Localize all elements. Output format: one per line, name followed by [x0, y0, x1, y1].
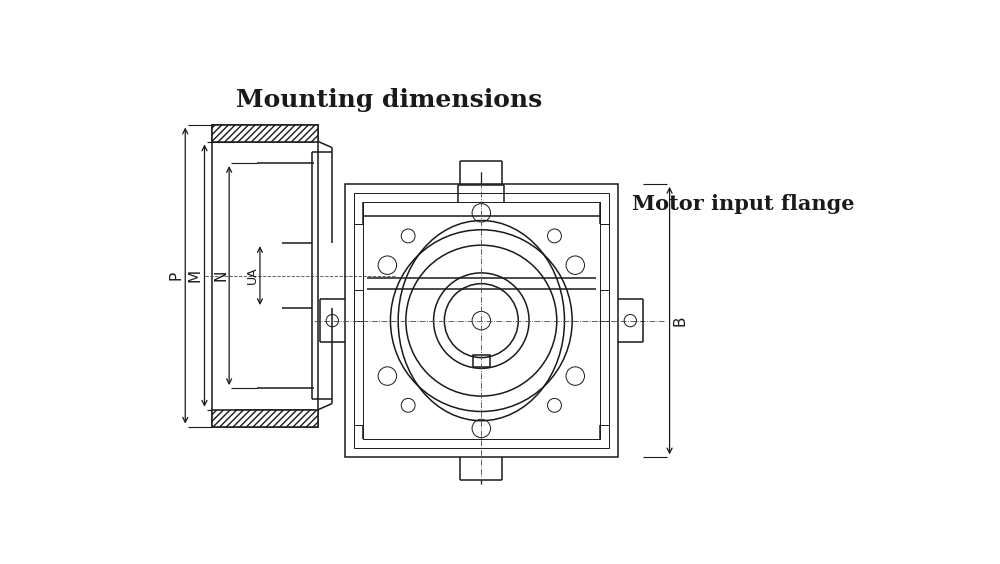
Bar — [212, 409, 318, 426]
Text: Motor input flange: Motor input flange — [632, 194, 855, 214]
Bar — [354, 193, 609, 448]
Text: P: P — [169, 271, 184, 280]
Bar — [473, 355, 490, 367]
Text: Mounting dimensions: Mounting dimensions — [236, 89, 542, 112]
Bar — [212, 125, 318, 142]
Text: N: N — [214, 270, 229, 281]
Text: UA: UA — [246, 267, 259, 284]
Bar — [212, 125, 318, 426]
Bar — [363, 202, 600, 439]
Text: M: M — [188, 269, 203, 282]
Bar — [345, 184, 618, 457]
Text: B: B — [673, 315, 688, 326]
